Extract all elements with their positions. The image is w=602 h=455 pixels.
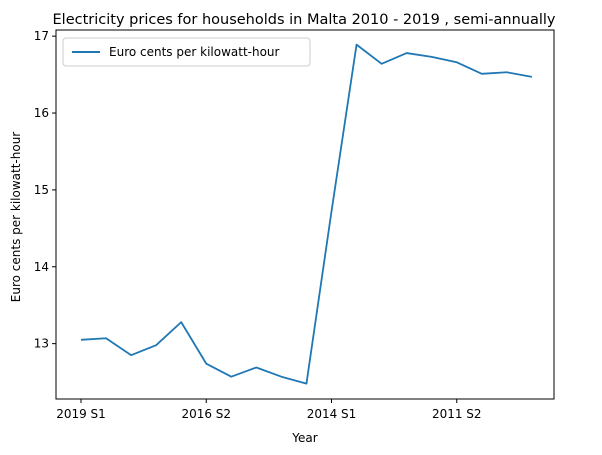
- y-tick-label: 14: [34, 260, 49, 274]
- series-line: [80, 43, 533, 385]
- legend-box: [62, 37, 311, 67]
- y-tick-label: 17: [34, 29, 49, 43]
- y-tick-label: 13: [34, 337, 49, 351]
- x-tick-label: 2011 S2: [432, 407, 482, 421]
- chart-title: Electricity prices for households in Mal…: [53, 12, 556, 28]
- x-tick-label: 2016 S2: [181, 407, 231, 421]
- x-axis-title: Year: [291, 431, 317, 445]
- series-layer: [80, 43, 533, 385]
- legend: Euro cents per kilowatt-hour: [62, 37, 311, 67]
- plot-area: [55, 29, 555, 400]
- x-tick-label: 2019 S1: [56, 407, 106, 421]
- y-tick-label: 15: [34, 183, 49, 197]
- y-axis-title: Euro cents per kilowatt-hour: [9, 132, 23, 303]
- y-tick-label: 16: [34, 106, 49, 120]
- x-tick-label: 2014 S1: [307, 407, 357, 421]
- x-axis: 2019 S1 2016 S2 2014 S1 2011 S2: [56, 399, 482, 421]
- y-axis: 13 14 15 16 17: [34, 29, 56, 351]
- legend-label: Euro cents per kilowatt-hour: [109, 45, 280, 59]
